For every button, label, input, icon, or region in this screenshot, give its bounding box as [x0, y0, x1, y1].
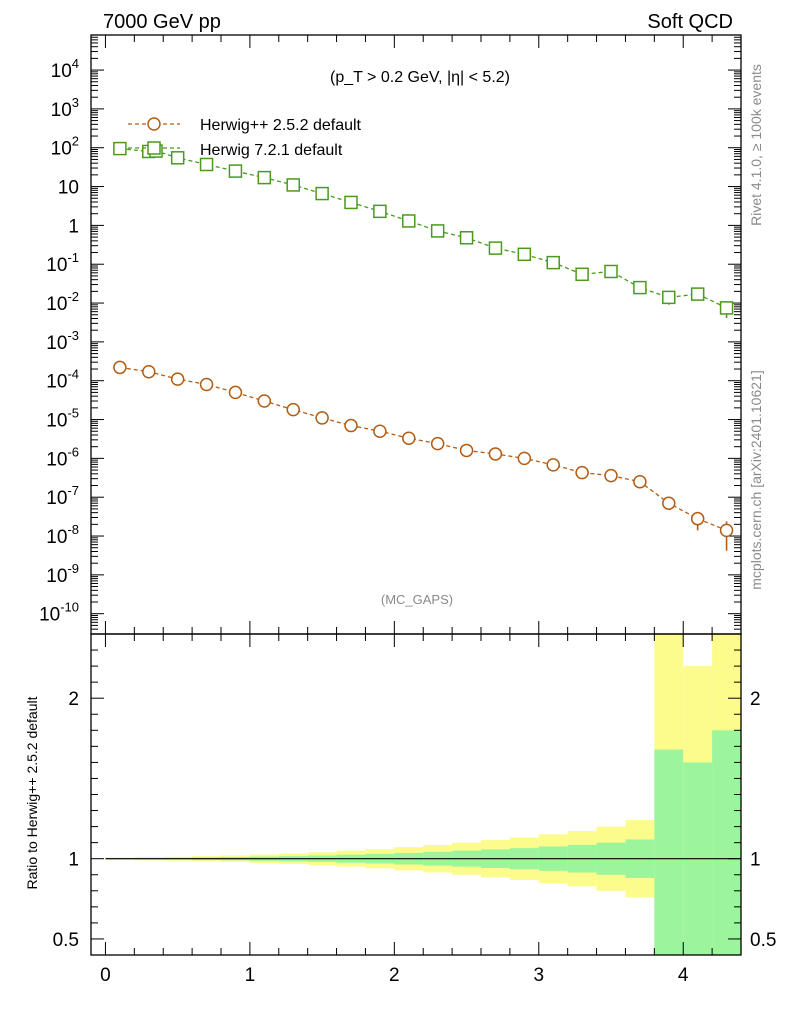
ratio-y-tick-label-right: 2 [750, 689, 761, 710]
data-point-square [719, 301, 734, 315]
data-point-circle [315, 411, 329, 425]
data-point-circle [719, 523, 734, 538]
data-point-circle [344, 418, 358, 433]
legend-marker-herwig-721 [147, 141, 161, 155]
main-y-tick-label: 10-10 [39, 600, 79, 626]
data-point-circle [402, 431, 416, 445]
data-point-square [344, 195, 358, 210]
main-plot-frame [90, 34, 742, 635]
data-point-square [286, 178, 300, 192]
data-point-circle [373, 424, 387, 438]
data-point-circle [662, 496, 676, 510]
data-point-square [402, 214, 416, 228]
tick-labels: 10-1010-910-810-710-610-510-410-310-210-… [39, 56, 776, 986]
main-y-tick-label: 10-1 [46, 250, 79, 276]
data-point-square [575, 267, 589, 282]
ratio-plot-frame [90, 633, 742, 956]
main-y-tick-label: 10-6 [46, 444, 79, 470]
data-series [113, 141, 734, 551]
data-point-circle [142, 365, 156, 379]
main-y-tick-label: 10-9 [46, 561, 79, 587]
legend-label-herwig-252: Herwig++ 2.5.2 default [200, 117, 362, 134]
data-point-square [604, 264, 618, 279]
ratio-x-tick-label: 4 [678, 965, 689, 986]
data-point-circle [430, 436, 445, 451]
data-point-square [546, 255, 560, 270]
data-point-circle [690, 511, 705, 526]
data-point-circle [199, 377, 214, 392]
main-y-tick-label: 10-5 [46, 406, 79, 432]
data-point-square [315, 186, 329, 201]
ratio-x-tick-label: 0 [100, 965, 111, 986]
data-point-circle [575, 465, 589, 480]
data-point-circle [286, 402, 300, 417]
data-point-square [228, 164, 243, 178]
main-y-tick-label: 10-4 [46, 367, 79, 393]
data-point-circle [257, 394, 272, 408]
data-point-square [488, 241, 503, 255]
data-point-circle [633, 475, 647, 489]
data-point-square [170, 151, 185, 165]
series-line-1 [119, 147, 727, 309]
ratio-y-tick-label-left: 1 [68, 850, 79, 871]
legend: Herwig++ 2.5.2 default Herwig 7.2.1 defa… [128, 117, 362, 159]
main-y-tick-label: 103 [51, 95, 79, 121]
main-y-tick-label: 102 [51, 134, 79, 160]
header-left: 7000 GeV pp [103, 11, 221, 33]
ratio-y-tick-label-left: 2 [68, 689, 79, 710]
data-point-circle [488, 447, 503, 461]
legend-label-herwig-721: Herwig 7.2.1 default [200, 142, 343, 159]
cut-label-text: (p_T > 0.2 GeV, |η| < 5.2) [330, 69, 510, 86]
watermark: (MC_GAPS) [381, 592, 453, 607]
data-point-circle [113, 360, 127, 375]
data-point-square [662, 290, 676, 305]
ratio-inner-band-bin [654, 749, 684, 955]
data-point-circle [459, 443, 474, 458]
main-y-tick-label: 104 [51, 56, 79, 82]
main-y-tick-label: 1 [68, 216, 79, 237]
data-point-square [430, 224, 445, 238]
data-point-circle [228, 385, 243, 400]
main-y-tick-label: 10-3 [46, 328, 79, 354]
data-point-square [633, 280, 647, 295]
data-point-square [113, 141, 127, 156]
ratio-y-tick-label-right: 0.5 [750, 930, 776, 951]
data-point-circle [517, 451, 532, 466]
ratio-band-area [105, 634, 741, 955]
data-point-square [690, 287, 705, 301]
cut-label: (p_T > 0.2 GeV, |η| < 5.2) [330, 69, 510, 86]
ratio-y-tick-label-right: 1 [750, 850, 761, 871]
ratio-x-tick-label: 1 [245, 965, 256, 986]
data-point-circle [170, 372, 185, 386]
legend-marker-herwig-252 [147, 117, 161, 131]
plot-frames [90, 34, 742, 956]
data-point-circle [546, 458, 560, 472]
ratio-y-tick-label-left: 0.5 [53, 930, 79, 951]
data-point-square [199, 157, 214, 172]
axis-ticks [91, 34, 742, 956]
main-y-tick-label: 10-2 [46, 289, 79, 315]
ratio-y-axis-label: Ratio to Herwig++ 2.5.2 default [24, 696, 40, 889]
series-line-0 [119, 366, 727, 531]
data-point-square [257, 170, 272, 185]
main-y-tick-label: 10 [58, 178, 79, 199]
mcplots-label: mcplots.cern.ch [arXiv:2401.10621] [748, 370, 764, 589]
data-point-square [459, 231, 474, 245]
main-y-tick-label: 10-7 [46, 483, 79, 509]
rivet-label: Rivet 4.1.0, ≥ 100k events [748, 64, 764, 226]
main-y-tick-label: 10-8 [46, 522, 79, 548]
data-point-circle [604, 468, 618, 483]
ratio-x-tick-label: 3 [533, 965, 544, 986]
data-point-square [517, 247, 532, 262]
ratio-x-tick-label: 2 [389, 965, 400, 986]
header-right: Soft QCD [647, 11, 733, 33]
data-point-square [373, 204, 387, 219]
